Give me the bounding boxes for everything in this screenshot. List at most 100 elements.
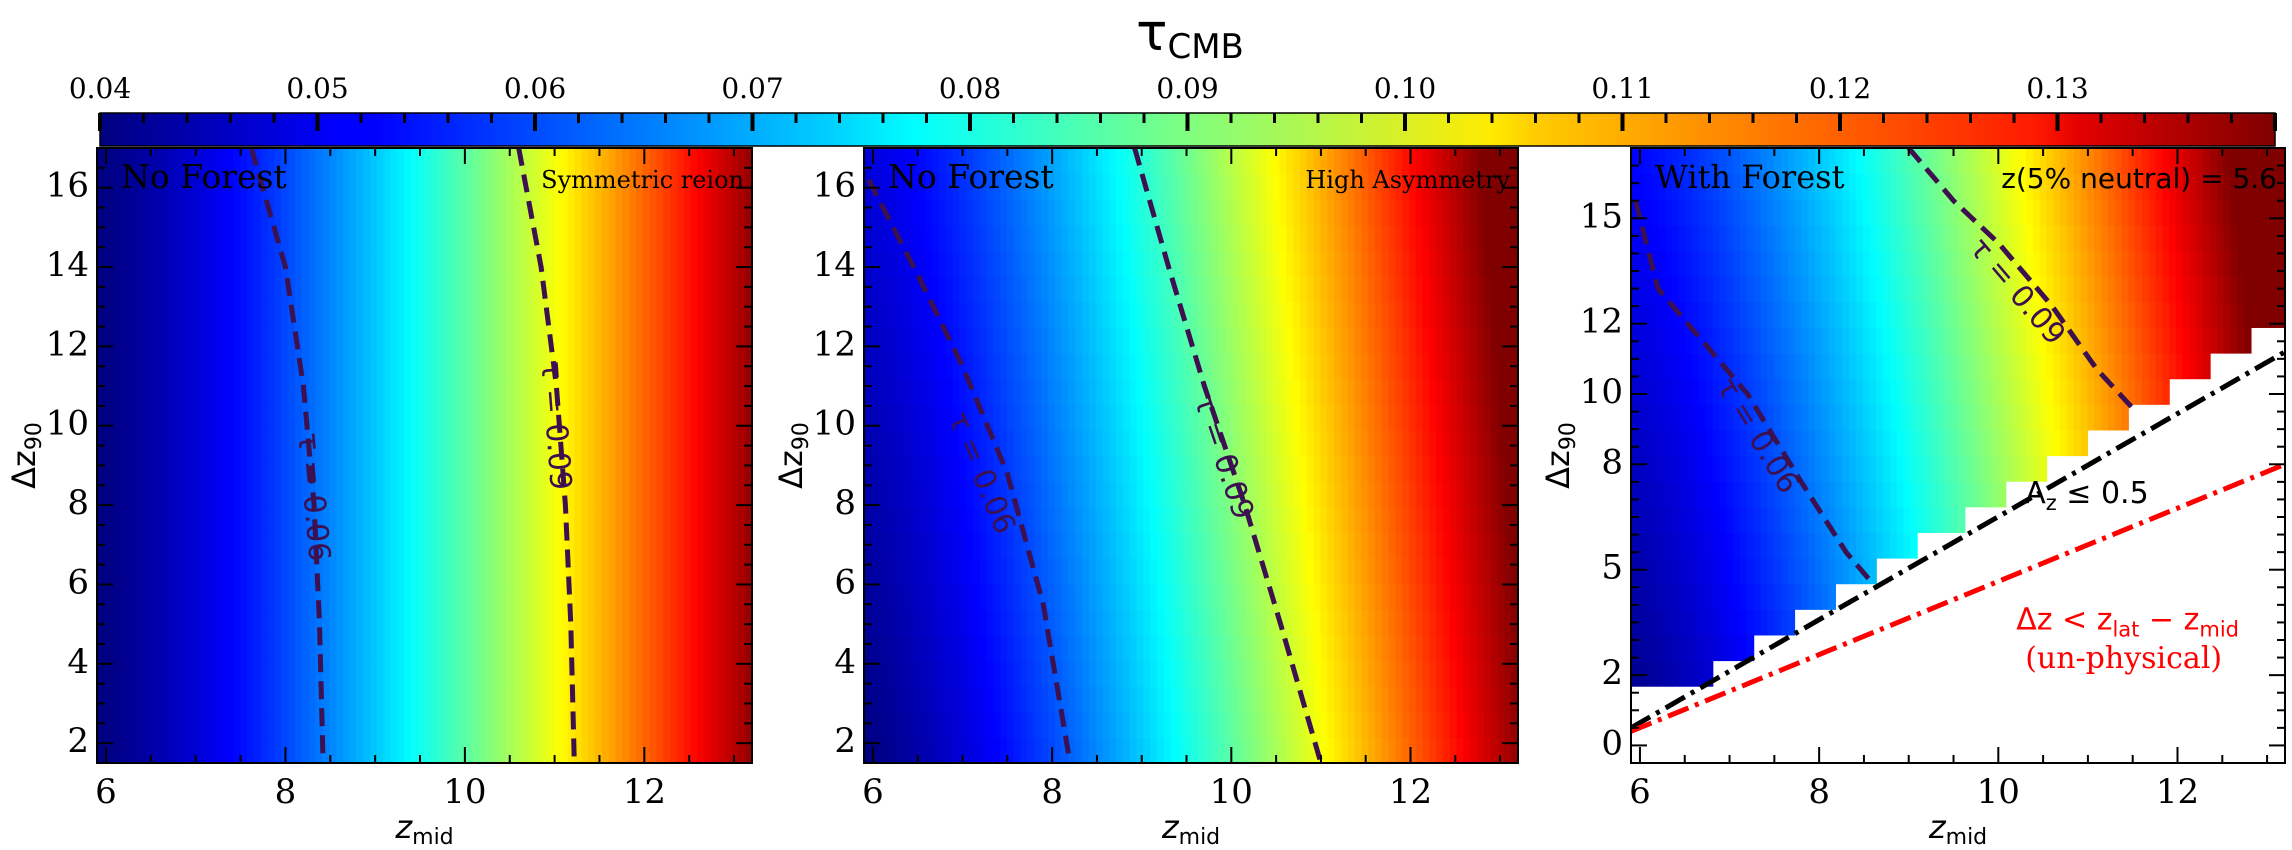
heatmap-cell bbox=[417, 558, 426, 585]
heatmap-cell bbox=[1313, 711, 1322, 738]
heatmap-cell bbox=[683, 276, 692, 303]
heatmap-cell bbox=[520, 634, 528, 662]
heatmap-cell bbox=[1143, 455, 1151, 482]
heatmap-cell bbox=[315, 481, 323, 508]
heatmap-cell bbox=[656, 455, 664, 482]
heatmap-cell bbox=[110, 506, 119, 533]
heatmap-cell bbox=[870, 609, 879, 636]
heatmap-cell bbox=[206, 532, 214, 559]
heatmap-cell bbox=[615, 532, 623, 559]
heatmap-cell bbox=[485, 301, 494, 328]
heatmap-cell bbox=[1109, 429, 1117, 457]
heatmap-cell bbox=[110, 429, 119, 457]
heatmap-cell bbox=[1061, 583, 1069, 610]
heatmap-cell bbox=[288, 634, 296, 662]
heatmap-cell bbox=[526, 660, 535, 687]
heatmap-cell bbox=[383, 250, 391, 277]
heatmap-cell bbox=[1143, 558, 1151, 585]
heatmap-cell bbox=[1272, 686, 1281, 713]
heatmap-cell bbox=[1340, 148, 1349, 175]
heatmap-cell bbox=[383, 455, 391, 482]
heatmap-cell bbox=[554, 737, 562, 763]
heatmap-cell bbox=[1483, 250, 1492, 277]
heatmap-cell bbox=[1449, 711, 1458, 738]
heatmap-cell bbox=[642, 173, 651, 200]
heatmap-cell bbox=[1470, 481, 1478, 508]
heatmap-cell bbox=[581, 173, 589, 200]
y-tick-label: 6 bbox=[67, 562, 89, 602]
heatmap-cell bbox=[642, 558, 651, 585]
heatmap-cell bbox=[1320, 634, 1328, 662]
heatmap-cell bbox=[1013, 224, 1022, 252]
heatmap-cell bbox=[267, 404, 275, 431]
heatmap-cell bbox=[884, 455, 892, 482]
heatmap-cell bbox=[918, 660, 926, 687]
heatmap-cell bbox=[322, 327, 330, 354]
heatmap-cell bbox=[986, 250, 995, 277]
heatmap-cell bbox=[1279, 199, 1287, 226]
heatmap-cell bbox=[247, 660, 255, 687]
heatmap-cell bbox=[499, 148, 507, 175]
heatmap-cell bbox=[724, 558, 733, 585]
heatmap-cell bbox=[451, 276, 460, 303]
heatmap-cell bbox=[233, 660, 241, 687]
heatmap-cell bbox=[335, 455, 344, 482]
heatmap-cell bbox=[1286, 404, 1294, 431]
heatmap-cell bbox=[131, 660, 139, 687]
heatmap-cell bbox=[103, 455, 112, 482]
heatmap-cell bbox=[417, 353, 426, 380]
heatmap-cell bbox=[185, 404, 194, 431]
heatmap-cell bbox=[1265, 276, 1274, 303]
heatmap-cell bbox=[676, 558, 685, 585]
heatmap-cell bbox=[979, 353, 988, 380]
heatmap-cell bbox=[417, 429, 426, 457]
heatmap-cell bbox=[1191, 609, 1199, 636]
heatmap-cell bbox=[117, 378, 125, 405]
heatmap-cell bbox=[1368, 686, 1376, 713]
heatmap-cell bbox=[731, 660, 739, 687]
heatmap-cell bbox=[1334, 429, 1342, 457]
heatmap-cell bbox=[1306, 737, 1315, 763]
heatmap-cell bbox=[431, 634, 439, 662]
heatmap-cell bbox=[1177, 737, 1185, 763]
heatmap-cell bbox=[192, 711, 200, 738]
heatmap-cell bbox=[1068, 506, 1076, 533]
heatmap-cell bbox=[1374, 634, 1383, 662]
heatmap-cell bbox=[349, 634, 357, 662]
heatmap-cell bbox=[1463, 378, 1471, 405]
heatmap-cell bbox=[376, 404, 385, 431]
heatmap-cell bbox=[1422, 583, 1431, 610]
heatmap-cell bbox=[547, 737, 555, 763]
heatmap-cell bbox=[918, 737, 926, 763]
heatmap-cell bbox=[1245, 378, 1253, 405]
heatmap-cell bbox=[1470, 634, 1478, 662]
heatmap-cell bbox=[1347, 250, 1356, 277]
heatmap-cell bbox=[1293, 250, 1301, 277]
heatmap-cell bbox=[683, 378, 692, 405]
heatmap-cell bbox=[1272, 148, 1281, 175]
heatmap-cell bbox=[649, 404, 658, 431]
heatmap-cell bbox=[1116, 224, 1124, 252]
heatmap-cell bbox=[178, 558, 187, 585]
heatmap-cell bbox=[1334, 532, 1342, 559]
heatmap-cell bbox=[151, 634, 160, 662]
heatmap-cell bbox=[979, 224, 988, 252]
heatmap-cell bbox=[499, 660, 507, 687]
heatmap-cell bbox=[506, 455, 514, 482]
heatmap-cell bbox=[1211, 327, 1219, 354]
heatmap-cell bbox=[952, 583, 960, 610]
heatmap-cell bbox=[110, 173, 119, 200]
heatmap-cell bbox=[904, 429, 913, 457]
heatmap-cell bbox=[608, 686, 617, 713]
heatmap-cell bbox=[601, 173, 610, 200]
heatmap-cell bbox=[212, 378, 221, 405]
heatmap-cell bbox=[526, 711, 535, 738]
heatmap-cell bbox=[335, 506, 344, 533]
heatmap-cell bbox=[1443, 455, 1451, 482]
heatmap-cell bbox=[1191, 737, 1199, 763]
heatmap-cell bbox=[1293, 558, 1301, 585]
heatmap-cell bbox=[1402, 353, 1410, 380]
heatmap-cell bbox=[328, 353, 337, 380]
heatmap-cell bbox=[1197, 429, 1206, 457]
heatmap-cell bbox=[656, 506, 664, 533]
